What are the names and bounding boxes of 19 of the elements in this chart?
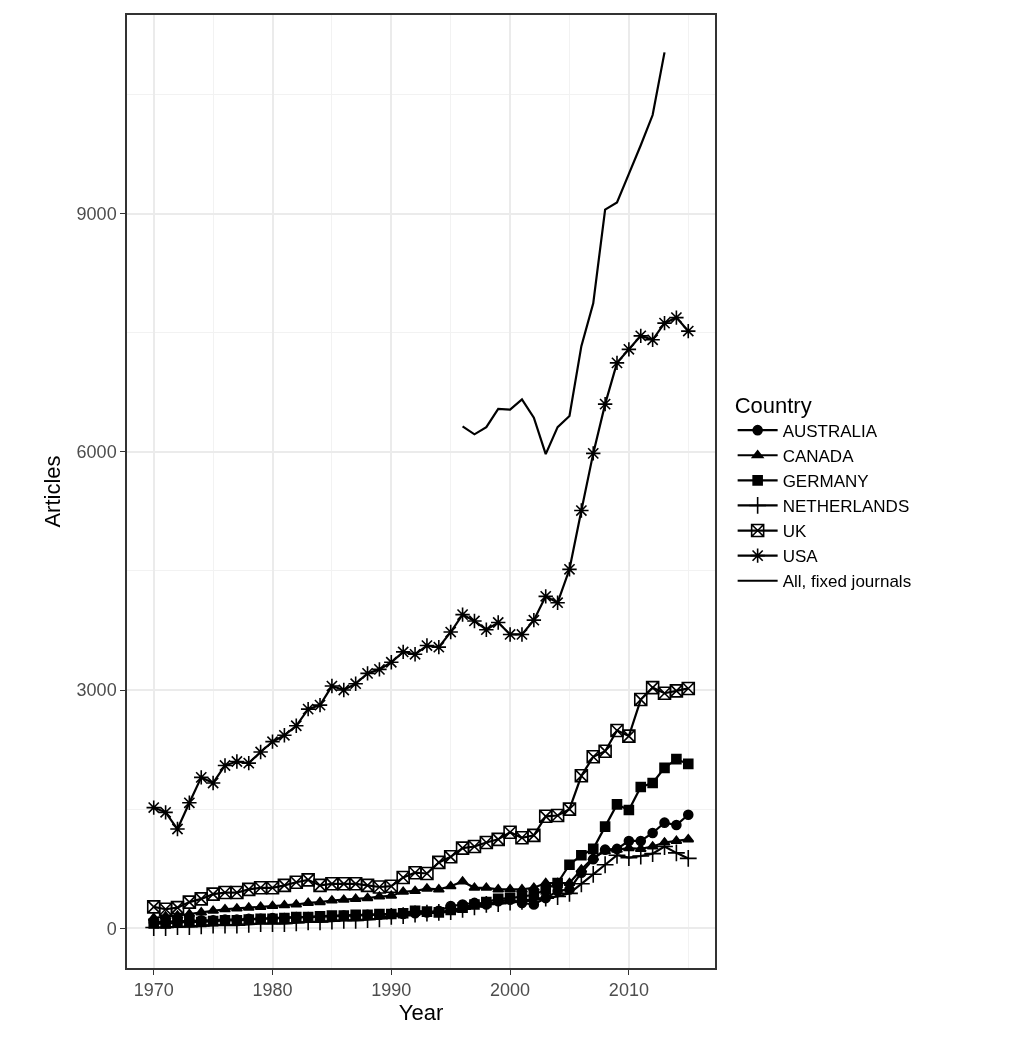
legend-label: CANADA (782, 446, 855, 466)
legend-title: Country (734, 392, 812, 418)
legend-label: UK (782, 522, 807, 542)
x-tick-label: 1970 (133, 980, 174, 1001)
y-tick-label: 3000 (76, 680, 117, 701)
legend-label: USA (782, 547, 819, 567)
y-tick-label: 0 (106, 918, 117, 939)
legend-label: GERMANY (782, 471, 869, 491)
x-tick-label: 2000 (490, 980, 531, 1001)
x-tick-label: 1990 (371, 980, 412, 1001)
legend-label: All, fixed journals (782, 572, 912, 592)
legend-label: NETHERLANDS (782, 497, 910, 517)
y-axis-title: Articles (39, 455, 65, 528)
y-tick-label: 6000 (76, 442, 117, 463)
x-tick-label: 1980 (252, 980, 293, 1001)
y-tick-label: 9000 (76, 203, 117, 224)
x-axis-title: Year (398, 1000, 444, 1026)
x-tick-label: 2010 (608, 980, 649, 1001)
legend-label: AUSTRALIA (782, 421, 878, 441)
